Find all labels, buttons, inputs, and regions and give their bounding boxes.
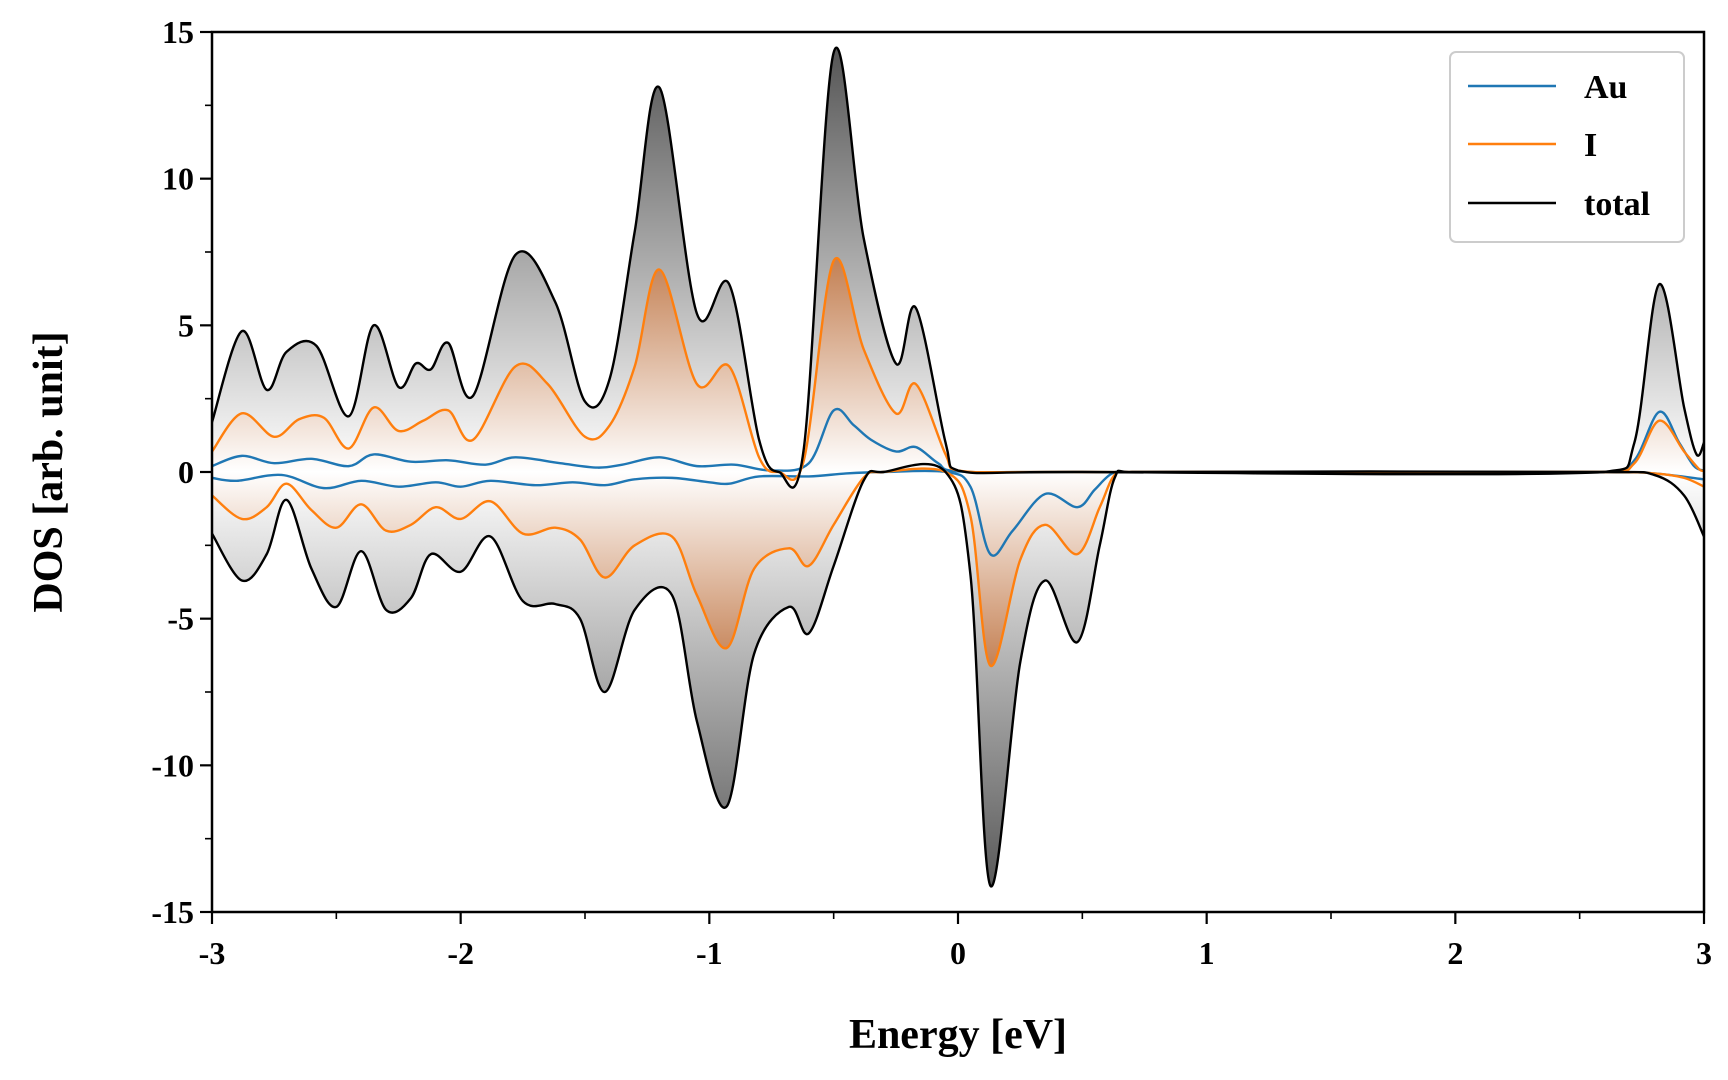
- x-tick-label: -2: [447, 935, 474, 971]
- x-tick-label: 1: [1199, 935, 1215, 971]
- y-tick-label: 10: [162, 161, 194, 197]
- y-tick-label: -5: [167, 601, 194, 637]
- y-tick-label: 5: [178, 307, 194, 343]
- legend: Au I total: [1449, 51, 1685, 243]
- legend-label-i: I: [1584, 127, 1597, 164]
- series-line-total-down: [212, 462, 1704, 888]
- x-axis-title: Energy [eV]: [849, 1012, 1067, 1058]
- x-tick-label: -3: [199, 935, 226, 971]
- y-tick-label: 15: [162, 14, 194, 50]
- legend-box: [1449, 51, 1685, 243]
- legend-label-au: Au: [1584, 69, 1627, 106]
- fill-i-up: [212, 258, 1704, 480]
- y-tick-label: 0: [178, 454, 194, 490]
- legend-label-total: total: [1584, 186, 1650, 223]
- y-axis-title: DOS [arb. unit]: [26, 331, 72, 612]
- fill-total-down: [212, 464, 1704, 887]
- fill-i-down: [212, 468, 1704, 667]
- x-tick-label: 0: [950, 935, 966, 971]
- y-tick-label: -10: [151, 747, 194, 783]
- series-line-i-down: [212, 467, 1704, 667]
- x-tick-label: -1: [696, 935, 723, 971]
- y-tick-label: -15: [151, 894, 194, 930]
- x-tick-label: 2: [1447, 935, 1463, 971]
- x-tick-label: 3: [1696, 935, 1712, 971]
